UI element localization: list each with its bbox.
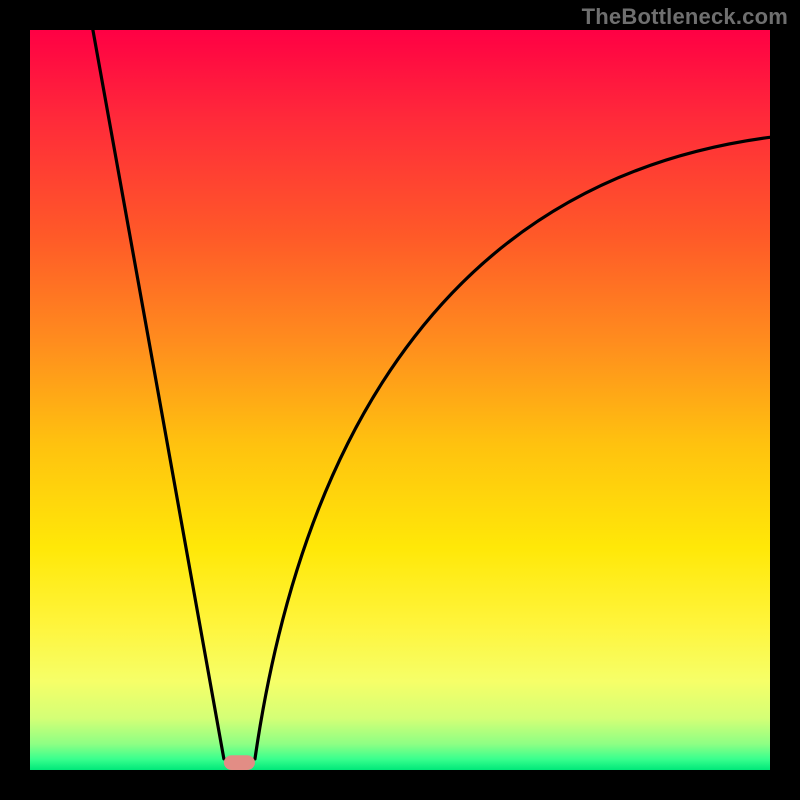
chart-svg: [30, 30, 770, 770]
frame: TheBottleneck.com: [0, 0, 800, 800]
gradient-background: [30, 30, 770, 770]
plot-area: [30, 30, 770, 770]
watermark: TheBottleneck.com: [582, 4, 788, 30]
minimum-marker: [224, 755, 255, 770]
